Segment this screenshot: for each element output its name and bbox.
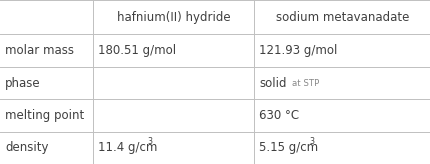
Text: phase: phase [5, 77, 41, 90]
Text: 180.51 g/mol: 180.51 g/mol [98, 44, 175, 57]
Text: solid: solid [259, 77, 286, 90]
Text: 3: 3 [147, 137, 152, 146]
Text: hafnium(II) hydride: hafnium(II) hydride [117, 11, 230, 24]
Text: melting point: melting point [5, 109, 84, 122]
Text: 630 °C: 630 °C [259, 109, 299, 122]
Text: molar mass: molar mass [5, 44, 74, 57]
Text: 3: 3 [308, 137, 313, 146]
Text: 121.93 g/mol: 121.93 g/mol [259, 44, 337, 57]
Text: sodium metavanadate: sodium metavanadate [275, 11, 408, 24]
Text: at STP: at STP [291, 79, 318, 88]
Text: 11.4 g/cm: 11.4 g/cm [98, 141, 157, 154]
Text: 5.15 g/cm: 5.15 g/cm [259, 141, 318, 154]
Text: density: density [5, 141, 49, 154]
